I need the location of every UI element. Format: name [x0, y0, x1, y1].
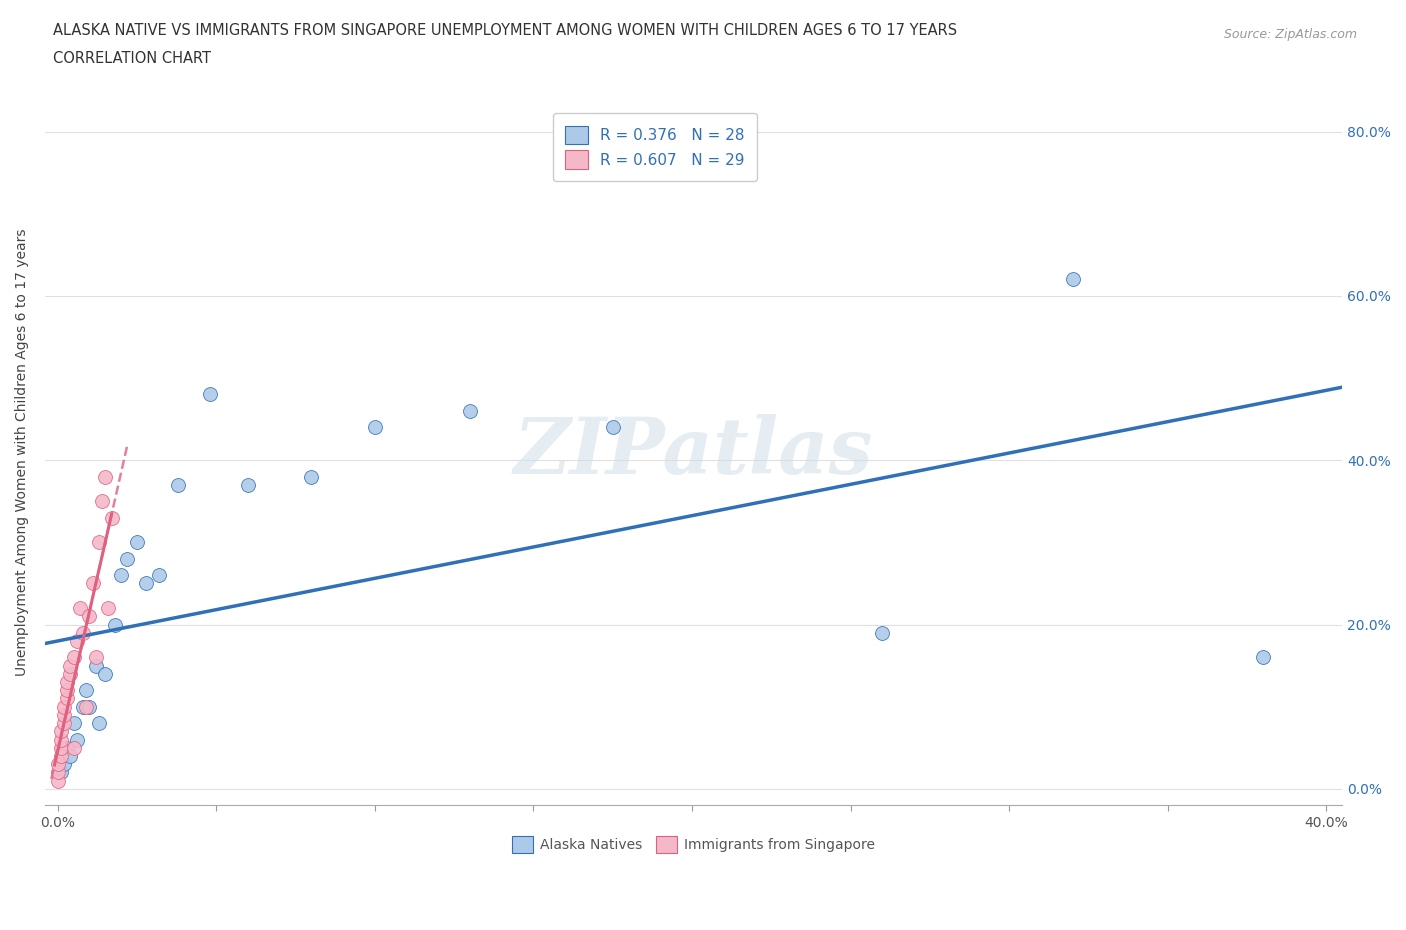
Point — [148, 568, 170, 583]
Point — [53, 757, 76, 772]
Point — [66, 732, 89, 747]
Point — [198, 387, 221, 402]
Point — [62, 740, 84, 755]
Point — [56, 740, 79, 755]
Point — [46, 773, 69, 788]
Point — [62, 716, 84, 731]
Text: CORRELATION CHART: CORRELATION CHART — [53, 51, 211, 66]
Y-axis label: Unemployment Among Women with Children Ages 6 to 17 years: Unemployment Among Women with Children A… — [15, 228, 30, 676]
Point — [87, 716, 110, 731]
Point — [110, 568, 132, 583]
Point — [49, 765, 72, 780]
Legend: Alaska Natives, Immigrants from Singapore: Alaska Natives, Immigrants from Singapor… — [506, 830, 880, 858]
Point — [72, 625, 94, 640]
Point — [72, 699, 94, 714]
Point — [75, 683, 97, 698]
Point — [87, 535, 110, 550]
Point — [79, 699, 101, 714]
Point — [602, 420, 624, 435]
Point — [49, 724, 72, 738]
Point — [236, 477, 259, 492]
Text: ALASKA NATIVE VS IMMIGRANTS FROM SINGAPORE UNEMPLOYMENT AMONG WOMEN WITH CHILDRE: ALASKA NATIVE VS IMMIGRANTS FROM SINGAPO… — [53, 23, 957, 38]
Point — [84, 658, 107, 673]
Point — [59, 749, 82, 764]
Point — [117, 551, 139, 566]
Text: Source: ZipAtlas.com: Source: ZipAtlas.com — [1223, 28, 1357, 41]
Point — [69, 601, 91, 616]
Point — [53, 716, 76, 731]
Point — [56, 691, 79, 706]
Point — [1062, 272, 1084, 286]
Point — [59, 658, 82, 673]
Point — [82, 576, 104, 591]
Point — [91, 494, 114, 509]
Point — [1251, 650, 1274, 665]
Point — [49, 740, 72, 755]
Point — [49, 732, 72, 747]
Point — [299, 470, 322, 485]
Point — [364, 420, 387, 435]
Point — [62, 650, 84, 665]
Point — [46, 757, 69, 772]
Point — [84, 650, 107, 665]
Point — [125, 535, 148, 550]
Point — [66, 633, 89, 648]
Point — [97, 601, 120, 616]
Text: ZIPatlas: ZIPatlas — [515, 414, 873, 490]
Point — [56, 674, 79, 689]
Point — [56, 683, 79, 698]
Point — [167, 477, 190, 492]
Point — [59, 667, 82, 682]
Point — [53, 708, 76, 723]
Point — [46, 765, 69, 780]
Point — [94, 667, 117, 682]
Point — [53, 699, 76, 714]
Point — [104, 618, 127, 632]
Point — [75, 699, 97, 714]
Point — [79, 609, 101, 624]
Point — [458, 404, 481, 418]
Point — [100, 511, 122, 525]
Point — [94, 470, 117, 485]
Point — [49, 749, 72, 764]
Point — [872, 625, 894, 640]
Point — [135, 576, 157, 591]
